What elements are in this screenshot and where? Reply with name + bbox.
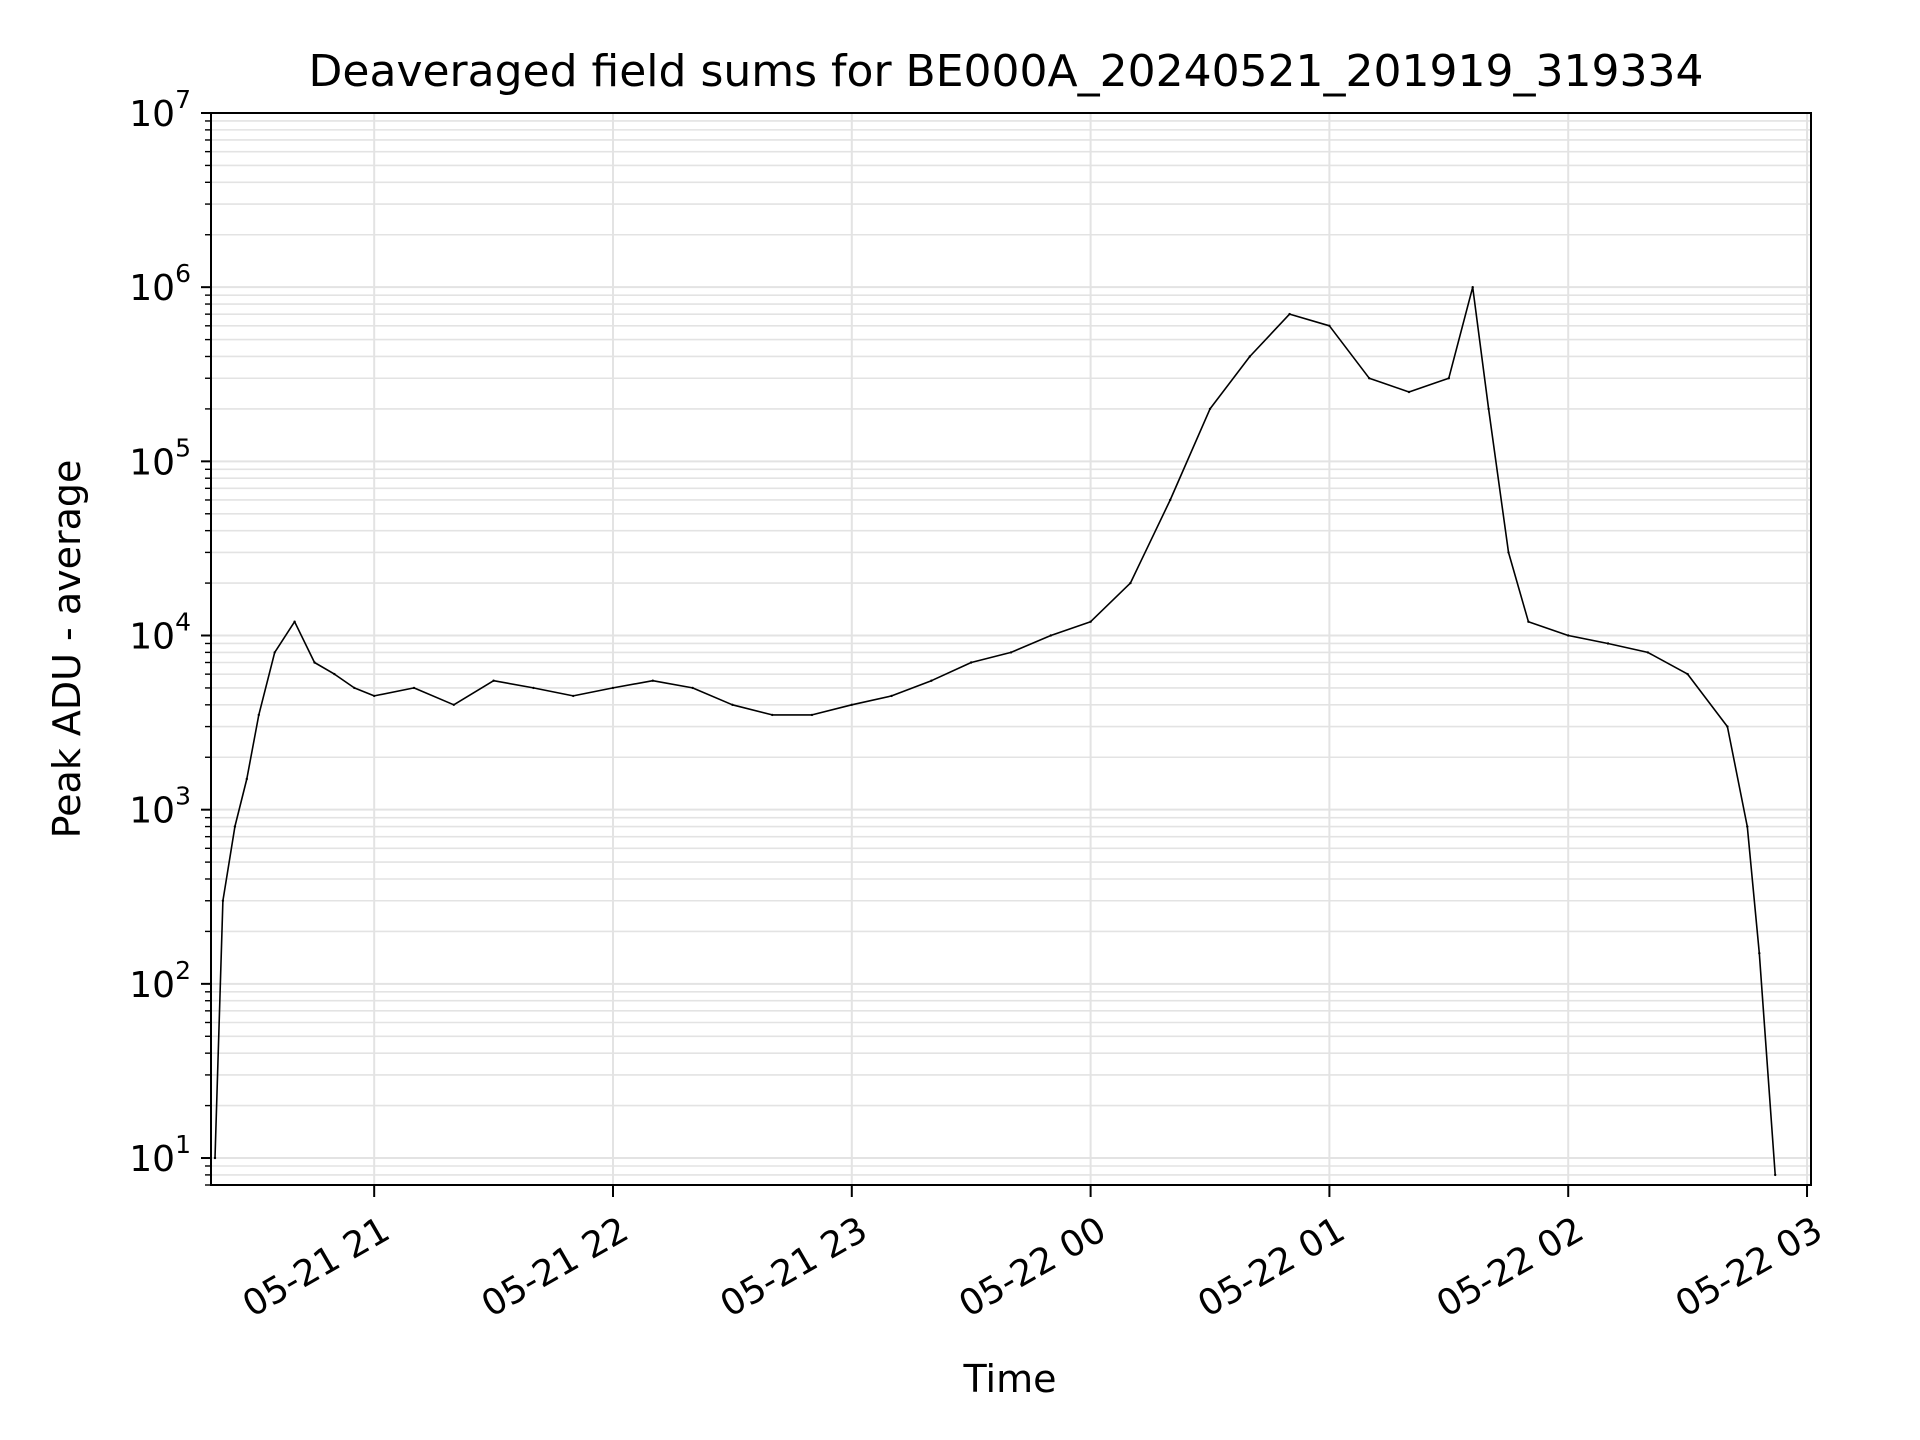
data-point xyxy=(492,679,495,682)
data-point xyxy=(1646,651,1650,654)
y-tick-label: 107 xyxy=(129,85,191,135)
data-point xyxy=(1774,1173,1777,1177)
data-point xyxy=(611,686,615,690)
y-tick-label: 102 xyxy=(129,956,191,1006)
series-layer xyxy=(213,286,1777,1177)
data-point xyxy=(273,651,276,654)
grid xyxy=(211,112,1811,1186)
data-point xyxy=(233,825,237,828)
data-point xyxy=(1686,672,1689,676)
data-point xyxy=(452,703,455,706)
y-tick-label: 105 xyxy=(129,433,191,483)
y-tick-label: 103 xyxy=(129,782,191,832)
data-point xyxy=(651,679,654,682)
data-point xyxy=(731,703,734,706)
y-axis: 101 102 103 104 105 106 107 xyxy=(129,85,211,1186)
data-point xyxy=(810,713,814,717)
data-point xyxy=(221,899,225,902)
data-point xyxy=(1288,312,1291,316)
data-point xyxy=(771,713,774,717)
data-point xyxy=(1049,634,1053,637)
y-axis-label: Peak ADU - average xyxy=(45,460,89,839)
data-point xyxy=(213,1156,217,1160)
data-point xyxy=(1726,725,1729,728)
data-point xyxy=(313,661,316,664)
data-point xyxy=(572,694,575,698)
data-point xyxy=(1089,620,1092,623)
data-point xyxy=(245,777,248,781)
data-point xyxy=(1746,825,1749,828)
data-point xyxy=(1507,551,1510,554)
data-point xyxy=(1169,498,1172,502)
data-point xyxy=(353,686,356,690)
data-point xyxy=(1368,377,1371,380)
data-point xyxy=(890,694,893,698)
y-tick-label: 104 xyxy=(129,608,191,658)
data-point xyxy=(850,703,853,706)
plot-frame xyxy=(210,112,1812,1186)
chart-title: Deaveraged field sums for BE000A_2024052… xyxy=(309,46,1704,97)
data-point xyxy=(1471,286,1474,289)
x-axis-label: Time xyxy=(963,1357,1057,1401)
data-point xyxy=(1248,355,1252,358)
data-point xyxy=(1129,581,1132,585)
data-point xyxy=(1527,620,1530,623)
data-point xyxy=(1487,407,1490,411)
data-point xyxy=(1208,407,1212,411)
data-point xyxy=(293,620,296,623)
data-point xyxy=(1606,642,1610,645)
data-point xyxy=(1447,377,1451,380)
data-point xyxy=(333,672,336,676)
series-line xyxy=(214,286,1776,1175)
data-point xyxy=(1758,952,1761,955)
data-point xyxy=(1328,324,1331,327)
y-tick-label: 106 xyxy=(129,259,191,309)
data-point xyxy=(1567,634,1570,637)
data-point xyxy=(691,686,694,690)
y-tick-label: 101 xyxy=(129,1130,191,1180)
data-point xyxy=(412,686,416,690)
data-point xyxy=(930,679,933,682)
data-point xyxy=(1407,390,1411,394)
data-point xyxy=(373,694,376,698)
data-point xyxy=(257,713,260,717)
data-point xyxy=(1009,651,1013,654)
data-point xyxy=(970,661,973,664)
data-point xyxy=(532,686,535,690)
